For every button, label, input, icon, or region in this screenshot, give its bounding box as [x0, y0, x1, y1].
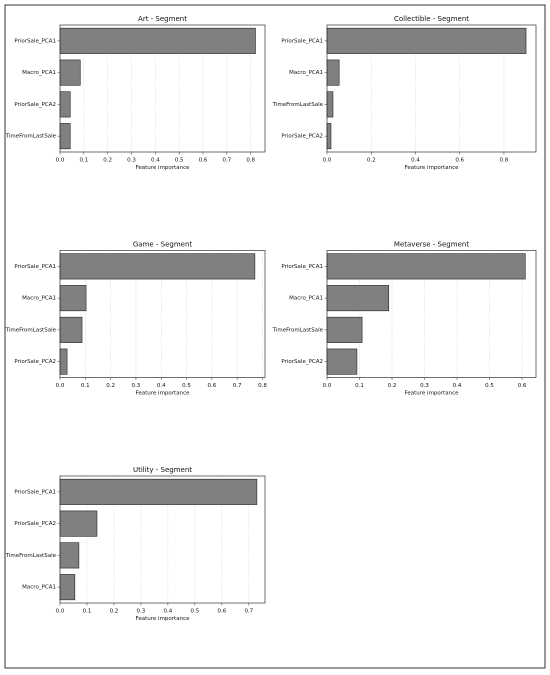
x-axis-label: Feature importance: [136, 391, 191, 397]
x-axis-label: Feature importance: [405, 391, 460, 397]
x-tick-label: 0.2: [106, 383, 115, 389]
y-tick-label: PriorSale_PCA1: [14, 264, 56, 270]
x-tick-label: 0.5: [182, 383, 191, 389]
y-tick-label: PriorSale_PCA1: [14, 38, 56, 44]
x-tick-label: 0.4: [453, 383, 462, 389]
bar: [326, 59, 340, 86]
x-tick-label: 0.0: [323, 383, 332, 389]
x-tick-label: 0.4: [164, 609, 173, 615]
y-tick-label: PriorSale_PCA1: [281, 264, 323, 270]
x-tick-label: 0.4: [157, 383, 166, 389]
y-tick-label: PriorSale_PCA2: [281, 359, 323, 365]
x-tick-label: 0.5: [190, 609, 199, 615]
x-tick-label: 0.6: [199, 158, 208, 164]
x-tick-label: 0.1: [81, 383, 90, 389]
y-tick-label: PriorSale_PCA1: [281, 38, 323, 44]
bar: [326, 285, 390, 312]
x-tick-label: 0.3: [420, 383, 429, 389]
x-tick-label: 0.1: [83, 609, 92, 615]
y-tick-label: TimeFromLastSale: [272, 327, 324, 333]
x-tick-label: 0.1: [79, 158, 88, 164]
x-tick-label: 0.2: [103, 158, 112, 164]
frame: [4, 4, 546, 669]
x-tick-label: 0.6: [207, 383, 216, 389]
x-tick-label: 0.7: [222, 158, 231, 164]
y-tick-label: Macro_PCA1: [289, 296, 323, 302]
x-tick-label: 0.7: [233, 383, 242, 389]
x-tick-label: 0.4: [151, 158, 160, 164]
x-tick-label: 0.6: [455, 158, 464, 164]
bar: [59, 59, 81, 86]
y-tick-label: PriorSale_PCA2: [281, 134, 323, 140]
bar: [326, 316, 363, 343]
chart-title: Game - Segment: [133, 241, 193, 249]
x-tick-label: 0.2: [367, 158, 376, 164]
x-axis-label: Feature importance: [405, 165, 460, 171]
x-tick-label: 0.0: [323, 158, 332, 164]
x-tick-label: 0.4: [411, 158, 420, 164]
y-tick-label: Macro_PCA1: [22, 296, 56, 302]
bar: [59, 542, 80, 569]
y-tick-label: PriorSale_PCA2: [14, 102, 56, 108]
bar: [59, 285, 87, 312]
y-tick-label: PriorSale_PCA2: [14, 521, 56, 527]
bar: [59, 316, 83, 343]
x-tick-label: 0.8: [258, 383, 267, 389]
plot-frame: [59, 475, 266, 604]
x-tick-label: 0.8: [500, 158, 509, 164]
plot-frame: [59, 250, 266, 378]
bar: [326, 123, 332, 150]
bar: [59, 510, 98, 537]
bar: [326, 27, 527, 54]
x-tick-label: 0.0: [56, 609, 65, 615]
x-tick-label: 0.1: [355, 383, 364, 389]
x-tick-label: 0.6: [518, 383, 527, 389]
x-tick-label: 0.6: [217, 609, 226, 615]
x-tick-label: 0.3: [132, 383, 141, 389]
x-axis-label: Feature importance: [136, 165, 191, 171]
bar: [59, 478, 258, 505]
x-axis-label: Feature importance: [136, 616, 191, 622]
y-tick-label: Macro_PCA1: [22, 585, 56, 591]
plot-frame: [326, 24, 537, 153]
x-tick-label: 0.3: [137, 609, 146, 615]
y-tick-label: PriorSale_PCA1: [14, 489, 56, 495]
bar: [326, 91, 334, 118]
x-tick-label: 0.2: [388, 383, 397, 389]
bar: [59, 253, 256, 280]
bar: [59, 574, 76, 601]
x-tick-label: 0.2: [110, 609, 119, 615]
y-tick-label: TimeFromLastSale: [272, 102, 324, 108]
x-tick-label: 0.5: [485, 383, 494, 389]
chart-title: Utility - Segment: [133, 466, 192, 474]
bar: [326, 253, 526, 280]
y-tick-label: Macro_PCA1: [289, 70, 323, 76]
y-tick-label: TimeFromLastSale: [5, 553, 57, 559]
x-tick-label: 0.7: [244, 609, 253, 615]
y-tick-label: TimeFromLastSale: [5, 327, 57, 333]
bar: [326, 348, 358, 375]
plot-frame: [59, 24, 266, 153]
x-tick-label: 0.5: [175, 158, 184, 164]
x-tick-label: 0.3: [127, 158, 136, 164]
x-tick-label: 0.0: [56, 158, 65, 164]
bar: [59, 27, 256, 54]
x-tick-label: 0.0: [56, 383, 65, 389]
plot-frame: [326, 250, 537, 378]
chart-title: Art - Segment: [138, 15, 187, 23]
y-tick-label: TimeFromLastSale: [5, 134, 57, 140]
x-tick-label: 0.8: [246, 158, 255, 164]
chart-title: Collectible - Segment: [394, 15, 469, 23]
y-tick-label: PriorSale_PCA2: [14, 359, 56, 365]
bar: [59, 123, 71, 150]
y-tick-label: Macro_PCA1: [22, 70, 56, 76]
bar: [59, 348, 68, 375]
chart-title: Metaverse - Segment: [394, 241, 469, 249]
bar: [59, 91, 71, 118]
